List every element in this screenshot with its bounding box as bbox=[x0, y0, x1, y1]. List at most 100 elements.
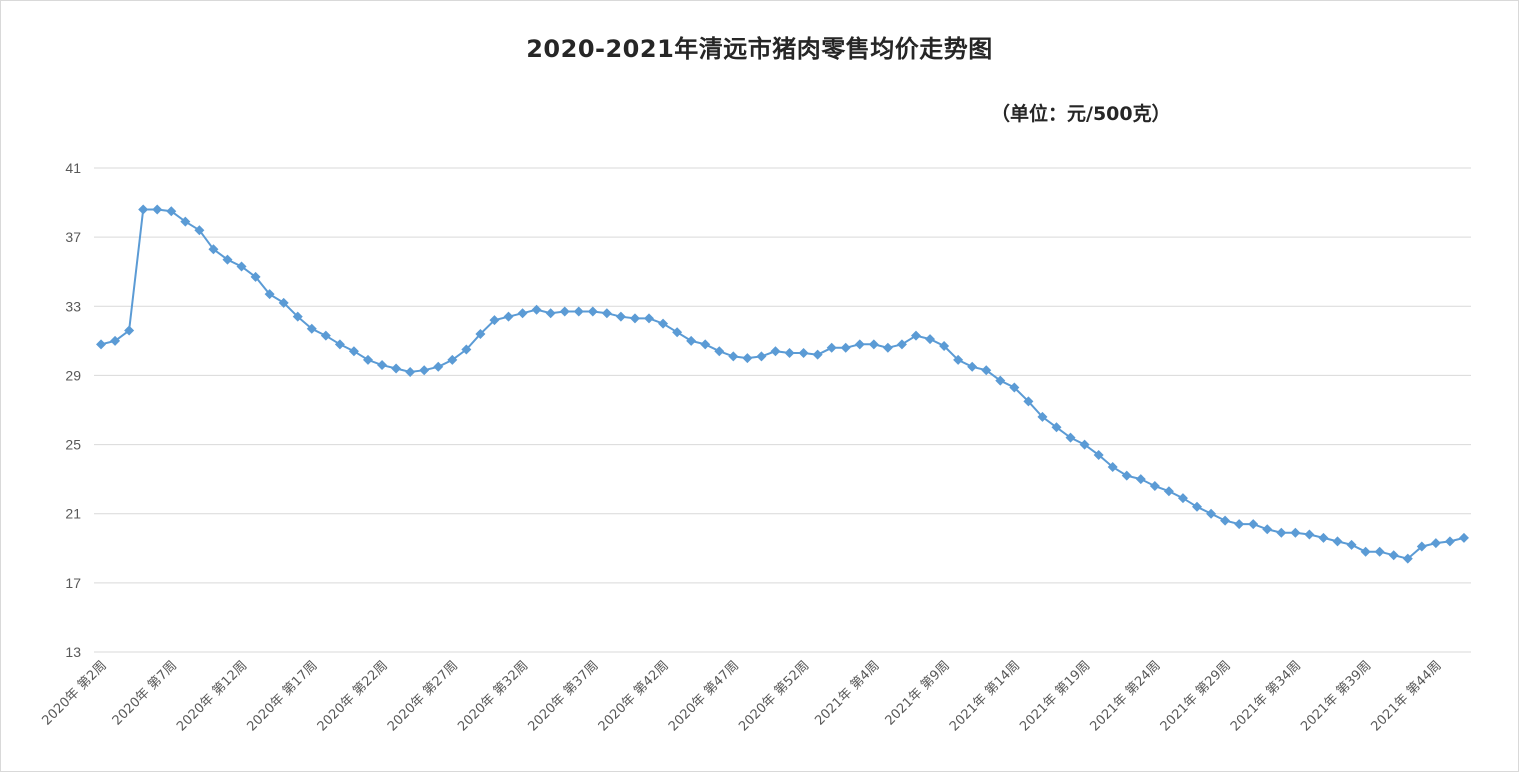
data-point bbox=[742, 353, 753, 364]
data-point bbox=[545, 308, 556, 319]
data-point bbox=[1220, 515, 1231, 526]
x-tick-label: 2021年 第29周 bbox=[1158, 658, 1234, 734]
data-point bbox=[1290, 527, 1301, 538]
y-tick-label: 25 bbox=[65, 437, 81, 453]
data-point bbox=[1430, 538, 1441, 549]
data-point bbox=[1121, 470, 1132, 481]
data-point bbox=[714, 346, 725, 357]
data-point bbox=[419, 365, 430, 376]
data-point bbox=[475, 328, 486, 339]
data-point bbox=[1346, 539, 1357, 550]
x-tick-label: 2021年 第4周 bbox=[812, 658, 882, 728]
data-point bbox=[615, 311, 626, 322]
data-point bbox=[447, 354, 458, 365]
data-point bbox=[1248, 519, 1259, 530]
data-point bbox=[391, 363, 402, 374]
x-tick-label: 2020年 第12周 bbox=[174, 658, 250, 734]
series-layer bbox=[96, 204, 1469, 564]
data-point bbox=[503, 311, 514, 322]
data-point bbox=[1093, 449, 1104, 460]
x-tick-label: 2020年 第32周 bbox=[455, 658, 531, 734]
x-tick-label: 2021年 第34周 bbox=[1228, 658, 1304, 734]
data-point bbox=[573, 306, 584, 317]
data-point bbox=[896, 339, 907, 350]
x-tick-label: 2021年 第44周 bbox=[1368, 658, 1444, 734]
x-tick-label: 2021年 第39周 bbox=[1298, 658, 1374, 734]
data-point bbox=[1206, 508, 1217, 519]
data-point bbox=[601, 308, 612, 319]
data-point bbox=[756, 351, 767, 362]
data-point bbox=[110, 335, 121, 346]
series-line bbox=[100, 208, 1465, 560]
data-point bbox=[152, 204, 163, 215]
data-point bbox=[1388, 550, 1399, 561]
data-point bbox=[1276, 527, 1287, 538]
x-tick-label: 2020年 第27周 bbox=[385, 658, 461, 734]
data-point bbox=[953, 354, 964, 365]
data-point bbox=[1360, 546, 1371, 557]
data-point bbox=[222, 254, 233, 265]
data-point bbox=[1163, 486, 1174, 497]
data-point bbox=[686, 335, 697, 346]
data-point bbox=[784, 347, 795, 358]
data-point bbox=[967, 361, 978, 372]
data-point bbox=[1318, 532, 1329, 543]
data-point bbox=[939, 341, 950, 352]
data-point bbox=[644, 313, 655, 324]
data-point bbox=[1304, 529, 1315, 540]
data-point bbox=[1192, 501, 1203, 512]
data-point bbox=[1374, 546, 1385, 557]
data-point bbox=[250, 271, 261, 282]
y-tick-label: 41 bbox=[65, 160, 81, 176]
y-tick-label: 13 bbox=[65, 644, 81, 660]
data-point bbox=[1177, 493, 1188, 504]
data-point bbox=[981, 365, 992, 376]
y-tick-label: 17 bbox=[65, 575, 81, 591]
x-tick-label: 2021年 第19周 bbox=[1017, 658, 1093, 734]
data-point bbox=[264, 289, 275, 300]
data-point bbox=[1079, 439, 1090, 450]
data-point bbox=[1051, 422, 1062, 433]
data-point bbox=[728, 351, 739, 362]
data-point bbox=[1234, 519, 1245, 530]
data-point bbox=[320, 330, 331, 341]
data-point bbox=[826, 342, 837, 353]
x-tick-label: 2020年 第42周 bbox=[596, 658, 672, 734]
data-point bbox=[433, 361, 444, 372]
data-point bbox=[770, 346, 781, 357]
data-point bbox=[910, 330, 921, 341]
x-tick-label: 2020年 第22周 bbox=[315, 658, 391, 734]
data-point bbox=[1023, 396, 1034, 407]
x-tick-label: 2020年 第47周 bbox=[666, 658, 742, 734]
data-point bbox=[1009, 382, 1020, 393]
data-point bbox=[1065, 432, 1076, 443]
x-tick-label: 2020年 第37周 bbox=[525, 658, 601, 734]
data-point bbox=[334, 339, 345, 350]
data-point bbox=[180, 216, 191, 227]
data-point bbox=[124, 325, 135, 336]
data-point bbox=[405, 366, 416, 377]
data-point bbox=[1444, 536, 1455, 547]
x-tick-label: 2021年 第14周 bbox=[947, 658, 1023, 734]
data-point bbox=[1107, 462, 1118, 473]
data-point bbox=[236, 261, 247, 272]
data-point bbox=[1149, 481, 1160, 492]
x-tick-label: 2020年 第52周 bbox=[736, 658, 812, 734]
data-point bbox=[1458, 532, 1469, 543]
data-point bbox=[1332, 536, 1343, 547]
data-point bbox=[700, 339, 711, 350]
data-point bbox=[531, 304, 542, 315]
y-tick-label: 29 bbox=[65, 367, 81, 383]
data-point bbox=[194, 225, 205, 236]
data-point bbox=[559, 306, 570, 317]
gridlines bbox=[94, 167, 1471, 653]
data-point bbox=[672, 327, 683, 338]
data-point bbox=[1037, 411, 1048, 422]
y-tick-label: 33 bbox=[65, 298, 81, 314]
x-tick-label: 2020年 第7周 bbox=[110, 658, 180, 728]
data-point bbox=[995, 375, 1006, 386]
chart-unit-label: （单位：元/500克） bbox=[991, 103, 1171, 125]
y-axis-ticks: 13 17 21 25 29 33 37 41 bbox=[65, 160, 81, 660]
data-point bbox=[868, 339, 879, 350]
